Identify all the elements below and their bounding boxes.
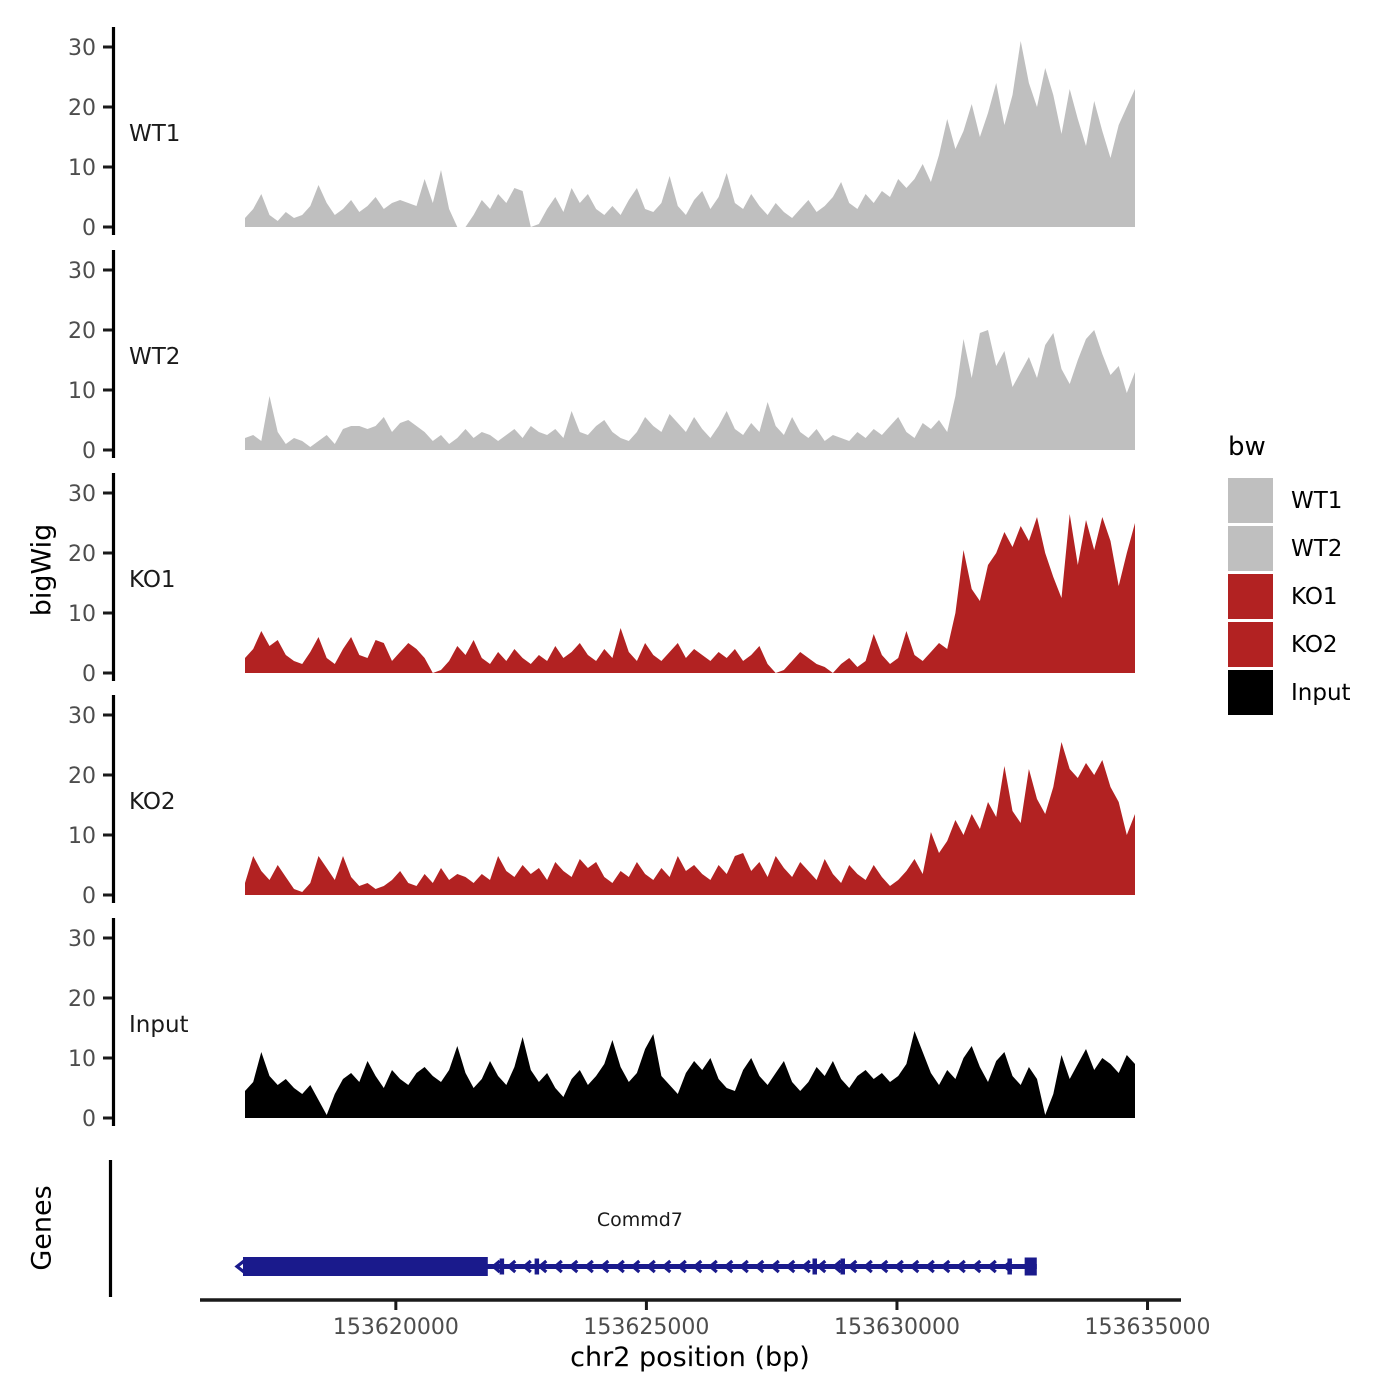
gene-strand-arrow bbox=[630, 1259, 641, 1274]
y-axis-tick-label: 0 bbox=[82, 439, 96, 464]
legend: bw WT1 WT2 KO1 KO2 Input bbox=[1228, 432, 1351, 718]
gene-strand-arrow bbox=[738, 1259, 749, 1274]
y-axis-tick-label: 20 bbox=[68, 96, 96, 121]
gene-strand-arrow bbox=[986, 1259, 997, 1274]
track-label-ko2: KO2 bbox=[129, 789, 176, 815]
gene-strand-arrow bbox=[599, 1259, 610, 1274]
legend-title: bw bbox=[1228, 432, 1266, 462]
y-axis-tick-label: 30 bbox=[68, 259, 96, 284]
gene-end-exon bbox=[1024, 1257, 1037, 1276]
gene-name-label: Commd7 bbox=[597, 1209, 683, 1231]
x-axis-tick-label: 153630000 bbox=[834, 1315, 960, 1340]
track-label-wt2: WT2 bbox=[129, 344, 180, 370]
gene-thick-exon bbox=[242, 1257, 488, 1276]
gene-strand-arrow bbox=[893, 1259, 904, 1274]
gene-strand-arrow bbox=[692, 1259, 703, 1274]
track-area-ko1 bbox=[245, 514, 1135, 673]
y-axis-tick-label: 10 bbox=[68, 156, 96, 181]
gene-strand-arrow bbox=[909, 1259, 920, 1274]
gene-strand-arrow bbox=[537, 1259, 548, 1274]
gene-strand-arrow bbox=[955, 1259, 966, 1274]
gene-strand-arrow bbox=[862, 1259, 873, 1274]
y-axis-tick-label: 30 bbox=[68, 482, 96, 507]
y-axis-tick-label: 0 bbox=[82, 216, 96, 241]
y-axis-tick-label: 20 bbox=[68, 764, 96, 789]
gene-strand-arrow bbox=[506, 1259, 517, 1274]
legend-item-wt2: WT2 bbox=[1228, 526, 1351, 571]
y-axis-tick-label: 20 bbox=[68, 542, 96, 567]
track-label-ko1: KO1 bbox=[129, 567, 176, 593]
y-axis-tick-label: 10 bbox=[68, 379, 96, 404]
legend-swatch-ko1 bbox=[1228, 574, 1273, 619]
legend-swatch-wt1 bbox=[1228, 478, 1273, 523]
gene-strand-arrow bbox=[924, 1259, 935, 1274]
gene-strand-arrow bbox=[878, 1259, 889, 1274]
y-axis-tick-label: 10 bbox=[68, 824, 96, 849]
gene-exon-tick bbox=[812, 1258, 817, 1275]
y-axis-tick-label: 30 bbox=[68, 704, 96, 729]
gene-strand-arrow bbox=[552, 1259, 563, 1274]
y-axis-tick-label: 10 bbox=[68, 602, 96, 627]
y-axis-tick-label: 0 bbox=[82, 662, 96, 687]
gene-strand-arrow bbox=[676, 1259, 687, 1274]
legend-item-ko1: KO1 bbox=[1228, 574, 1351, 619]
y-axis-tick-label: 0 bbox=[82, 884, 96, 909]
gene-strand-arrow bbox=[971, 1259, 982, 1274]
legend-swatch-wt2 bbox=[1228, 526, 1273, 571]
legend-item-input: Input bbox=[1228, 670, 1351, 715]
x-axis-tick-label: 153625000 bbox=[583, 1315, 709, 1340]
gene-exon-tick bbox=[534, 1258, 540, 1275]
y-axis-tick-label: 30 bbox=[68, 36, 96, 61]
legend-item-wt1: WT1 bbox=[1228, 478, 1351, 523]
legend-label-ko2: KO2 bbox=[1291, 631, 1338, 658]
y-axis-tick-label: 20 bbox=[68, 987, 96, 1012]
legend-swatch-ko2 bbox=[1228, 622, 1273, 667]
gene-strand-arrow bbox=[847, 1259, 858, 1274]
track-area-wt2 bbox=[245, 330, 1135, 450]
track-area-wt1 bbox=[245, 41, 1135, 227]
gene-strand-arrow bbox=[583, 1259, 594, 1274]
gene-strand-arrow bbox=[521, 1259, 532, 1274]
gene-strand-arrow bbox=[816, 1259, 827, 1274]
legend-item-ko2: KO2 bbox=[1228, 622, 1351, 667]
gene-strand-arrow bbox=[940, 1259, 951, 1274]
gene-exon-tick bbox=[499, 1258, 505, 1275]
x-axis-tick-label: 153620000 bbox=[333, 1315, 459, 1340]
gene-strand-arrow bbox=[831, 1259, 842, 1274]
y-axis-tick-label: 10 bbox=[68, 1047, 96, 1072]
x-axis-tick-label: 153635000 bbox=[1085, 1315, 1211, 1340]
track-label-wt1: WT1 bbox=[129, 121, 180, 147]
gene-strand-arrow bbox=[754, 1259, 765, 1274]
gene-strand-arrow bbox=[785, 1259, 796, 1274]
y-axis-title-bigwig: bigWig bbox=[26, 523, 58, 617]
gene-strand-arrow bbox=[723, 1259, 734, 1274]
legend-label-wt1: WT1 bbox=[1291, 487, 1343, 514]
y-axis-tick-label: 0 bbox=[82, 1107, 96, 1132]
gene-strand-arrow bbox=[1002, 1259, 1013, 1274]
gene-strand-arrow bbox=[769, 1259, 780, 1274]
legend-swatch-input bbox=[1228, 670, 1273, 715]
y-axis-tick-label: 20 bbox=[68, 319, 96, 344]
track-area-input bbox=[245, 1031, 1135, 1118]
gene-exon-tick bbox=[1007, 1258, 1012, 1275]
gene-strand-arrow bbox=[800, 1259, 811, 1274]
x-axis-title: chr2 position (bp) bbox=[570, 1342, 810, 1373]
track-label-input: Input bbox=[129, 1012, 189, 1038]
legend-label-wt2: WT2 bbox=[1291, 535, 1343, 562]
gene-strand-arrow bbox=[645, 1259, 656, 1274]
gene-strand-arrow bbox=[234, 1259, 245, 1274]
gene-strand-arrow bbox=[490, 1259, 501, 1274]
gene-strand-arrow bbox=[568, 1259, 579, 1274]
y-axis-tick-label: 30 bbox=[68, 927, 96, 952]
gene-strand-arrow bbox=[707, 1259, 718, 1274]
y-axis-title-genes: Genes bbox=[26, 1185, 58, 1271]
legend-label-input: Input bbox=[1291, 679, 1351, 706]
gene-exon-tick bbox=[840, 1258, 845, 1275]
gene-strand-arrow bbox=[661, 1259, 672, 1274]
track-area-ko2 bbox=[245, 742, 1135, 895]
gene-strand-arrow bbox=[614, 1259, 625, 1274]
legend-label-ko1: KO1 bbox=[1291, 583, 1338, 610]
